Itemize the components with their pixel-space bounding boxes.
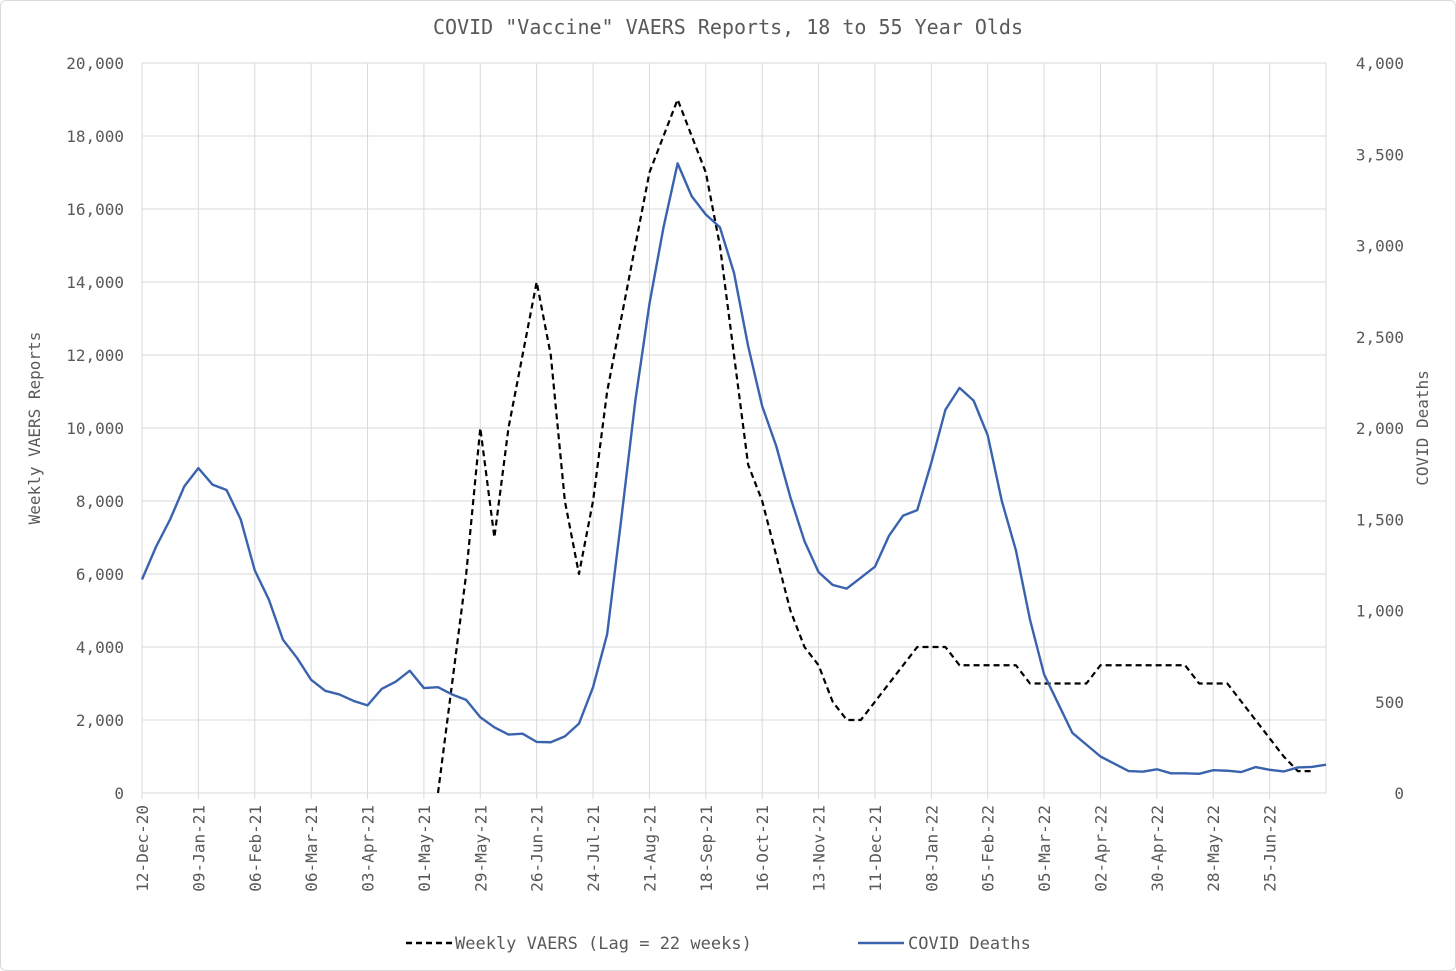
x-tick-label: 11-Dec-21: [866, 805, 885, 892]
left-tick-label: 16,000: [66, 200, 124, 219]
x-tick-label: 12-Dec-20: [133, 805, 152, 892]
x-tick-label: 09-Jan-21: [189, 805, 208, 892]
left-tick-label: 20,000: [66, 54, 124, 73]
right-axis-title: COVID Deaths: [1413, 370, 1432, 486]
x-tick-label: 01-May-21: [415, 805, 434, 892]
left-tick-label: 0: [114, 784, 124, 803]
x-tick-label: 06-Feb-21: [246, 805, 265, 892]
x-tick-label: 05-Feb-22: [979, 805, 998, 892]
x-tick-label: 02-Apr-22: [1091, 805, 1110, 892]
x-tick-label: 25-Jun-22: [1261, 805, 1280, 892]
x-tick-label: 24-Jul-21: [584, 805, 603, 892]
legend: Weekly VAERS (Lag = 22 weeks) COVID Deat…: [406, 934, 1031, 954]
x-tick-label: 16-Oct-21: [753, 805, 772, 892]
x-tick-label: 03-Apr-21: [359, 805, 378, 892]
left-tick-label: 2,000: [76, 711, 124, 730]
right-tick-label: 4,000: [1356, 54, 1404, 73]
gridlines: [141, 62, 1327, 799]
left-tick-label: 8,000: [76, 492, 124, 511]
series-line-weekly-vaers: [436, 98, 1312, 794]
right-tick-label: 3,000: [1356, 237, 1404, 256]
right-tick-label: 0: [1394, 784, 1404, 803]
left-tick-label: 4,000: [76, 638, 124, 657]
right-tick-label: 1,500: [1356, 510, 1404, 529]
right-tick-label: 3,500: [1356, 145, 1404, 164]
series-layer: [140, 98, 1327, 794]
x-tick-label: 18-Sep-21: [697, 805, 716, 892]
left-tick-label: 18,000: [66, 127, 124, 146]
x-tick-label: 26-Jun-21: [528, 805, 547, 892]
left-tick-label: 12,000: [66, 346, 124, 365]
x-tick-label: 28-May-22: [1204, 805, 1223, 892]
x-tick-label: 21-Aug-21: [640, 805, 659, 892]
left-axis-ticks: 0 2,000 4,000 6,000 8,000 10,000 12,000 14,000 1…: [66, 54, 124, 803]
left-tick-label: 14,000: [66, 273, 124, 292]
left-tick-label: 10,000: [66, 419, 124, 438]
right-tick-label: 500: [1375, 693, 1404, 712]
right-tick-label: 2,500: [1356, 328, 1404, 347]
x-axis-ticks: 12-Dec-20 09-Jan-21 06-Feb-21 06-Mar-21 03-A…: [133, 805, 1280, 892]
x-tick-label: 08-Jan-22: [922, 805, 941, 892]
right-tick-label: 1,000: [1356, 602, 1404, 621]
x-tick-label: 13-Nov-21: [810, 805, 829, 892]
left-axis-title: Weekly VAERS Reports: [25, 332, 44, 525]
x-tick-label: 30-Apr-22: [1148, 805, 1167, 892]
legend-label-vaers: Weekly VAERS (Lag = 22 weeks): [455, 934, 752, 954]
x-tick-label: 05-Mar-22: [1035, 805, 1054, 892]
x-tick-label: 06-Mar-21: [302, 805, 321, 892]
left-tick-label: 6,000: [76, 565, 124, 584]
legend-item-deaths: COVID Deaths: [858, 934, 1031, 954]
right-tick-label: 2,000: [1356, 419, 1404, 438]
right-axis-ticks: 0 500 1,000 1,500 2,000 2,500 3,000 3,500 4,000: [1356, 54, 1404, 803]
chart-title: COVID "Vaccine" VAERS Reports, 18 to 55 …: [433, 15, 1023, 39]
series-line-covid-deaths: [140, 162, 1327, 776]
legend-label-deaths: COVID Deaths: [908, 934, 1031, 954]
legend-item-vaers: Weekly VAERS (Lag = 22 weeks): [406, 934, 752, 954]
x-tick-label: 29-May-21: [471, 805, 490, 892]
